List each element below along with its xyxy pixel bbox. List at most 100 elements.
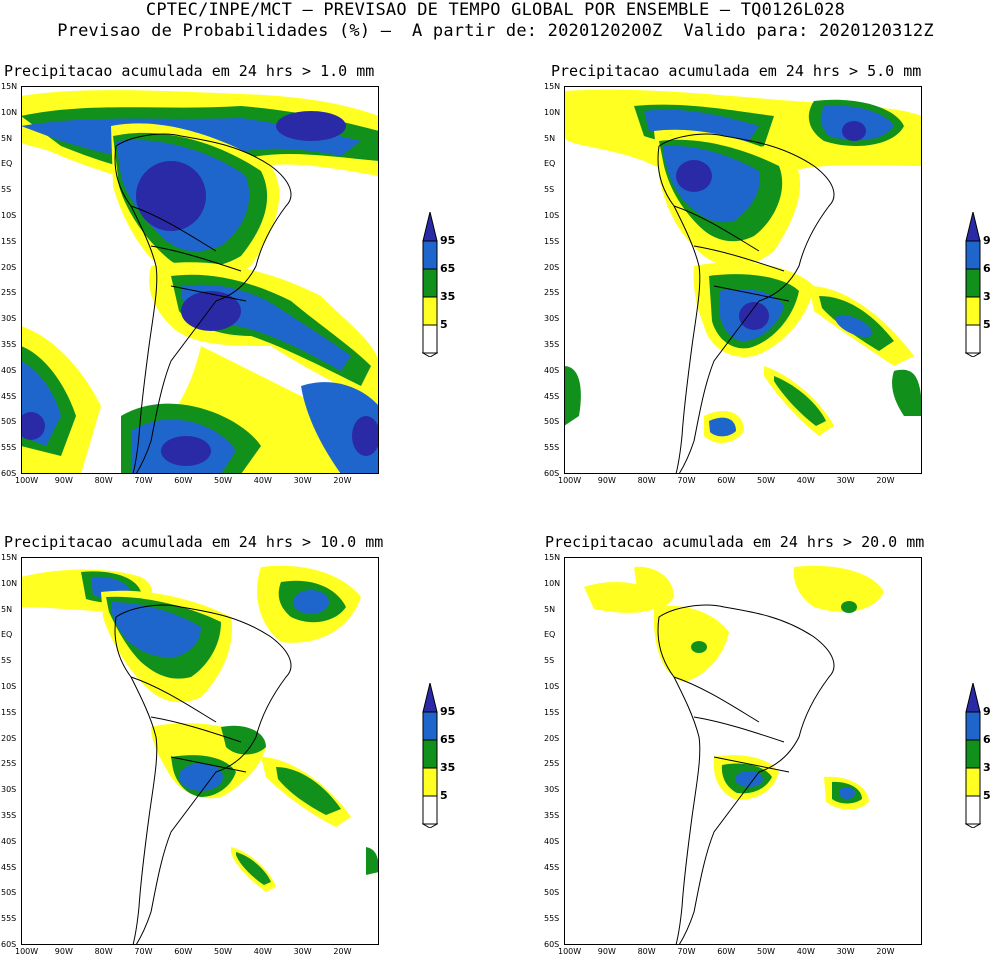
lat-tick-label: 5N — [544, 604, 556, 614]
lon-tick-label: 40W — [796, 476, 815, 485]
lat-tick-label: 30S — [544, 314, 560, 324]
lon-tick-label: 100W — [558, 476, 582, 485]
legend-swatch — [965, 240, 981, 270]
panel-title-5mm: Precipitacao acumulada em 24 hrs > 5.0 m… — [551, 62, 922, 80]
lat-tick-label: 35S — [544, 340, 560, 349]
legend-level-label: 65 — [440, 733, 456, 746]
lat-tick-label: 10N — [544, 107, 561, 117]
lat-tick-label: 15N — [544, 82, 561, 91]
lon-tick-label: 90W — [54, 476, 73, 485]
legend-swatch — [965, 268, 981, 298]
lon-tick-label: 40W — [253, 947, 272, 956]
lat-tick-label: 25S — [1, 288, 17, 298]
lon-tick-label: 70W — [134, 476, 153, 485]
lon-tick-label: 20W — [876, 947, 895, 956]
lat-tick-label: 40S — [1, 836, 17, 846]
lon-tick-label: 40W — [253, 476, 272, 485]
panel-title-10mm: Precipitacao acumulada em 24 hrs > 10.0 … — [4, 533, 384, 551]
lat-tick-label: 10S — [1, 211, 17, 220]
lat-tick-label: 20S — [1, 733, 17, 743]
legend-level-label: 35 — [983, 290, 991, 303]
legend-top-arrow — [965, 683, 981, 713]
legend-swatch — [965, 296, 981, 326]
lat-tick-label: 15S — [1, 707, 17, 717]
lat-tick-label: 25S — [1, 759, 17, 769]
legend-level-label: 35 — [440, 290, 456, 303]
legend-swatch — [422, 711, 438, 741]
legend-swatch — [422, 324, 438, 354]
lat-tick-label: 15N — [544, 553, 561, 562]
panel-title-1mm: Precipitacao acumulada em 24 hrs > 1.0 m… — [4, 62, 375, 80]
map-panel-10mm — [21, 557, 379, 945]
lon-tick-label: 30W — [293, 476, 312, 485]
lon-tick-label: 100W — [15, 947, 39, 956]
legend-level-label: 5 — [983, 789, 991, 802]
legend-bottom-arrow — [965, 352, 981, 357]
lat-tick-label: 5N — [1, 133, 13, 143]
lat-tick-label: 60S — [1, 940, 17, 949]
map-panel-5mm — [564, 86, 922, 474]
lat-tick-label: EQ — [544, 159, 556, 169]
lon-tick-label: 20W — [333, 947, 352, 956]
lon-tick-label: 50W — [214, 947, 233, 956]
legend-swatch — [965, 711, 981, 741]
lat-tick-label: 25S — [544, 288, 560, 298]
lat-tick-label: 40S — [544, 365, 560, 375]
lon-tick-label: 20W — [333, 476, 352, 485]
lat-tick-label: 50S — [1, 417, 17, 427]
lon-tick-label: 30W — [836, 947, 855, 956]
lat-tick-label: 55S — [1, 443, 17, 453]
precip-1mm-shading — [21, 90, 379, 474]
lat-tick-label: 15S — [1, 236, 17, 246]
lat-tick-label: 60S — [1, 469, 17, 478]
lon-tick-label: 100W — [558, 947, 582, 956]
legend-swatch — [965, 795, 981, 825]
lon-tick-label: 60W — [174, 476, 193, 485]
continent-outline — [657, 604, 835, 945]
legend-swatch — [422, 795, 438, 825]
lat-tick-label: 35S — [544, 811, 560, 820]
lat-tick-label: 55S — [544, 914, 560, 924]
legend-bottom-arrow — [422, 823, 438, 828]
lat-tick-label: 35S — [1, 811, 17, 820]
continent-outline — [657, 133, 835, 474]
legend-swatch — [422, 296, 438, 326]
lon-tick-label: 50W — [757, 476, 776, 485]
lon-tick-label: 40W — [796, 947, 815, 956]
legend-level-label: 65 — [440, 262, 456, 275]
lat-tick-label: 5S — [1, 656, 12, 666]
lon-tick-label: 90W — [597, 476, 616, 485]
lon-tick-label: 100W — [15, 476, 39, 485]
continent-outline — [114, 604, 292, 945]
lon-tick-label: 60W — [174, 947, 193, 956]
lat-tick-label: 5S — [544, 656, 555, 666]
legend-10mm: 95 65 35 5 — [422, 683, 482, 828]
legend-swatch — [965, 739, 981, 769]
lat-tick-label: 20S — [544, 262, 560, 272]
lat-tick-label: 5N — [544, 133, 556, 143]
legend-level-label: 5 — [983, 318, 991, 331]
lon-tick-label: 80W — [637, 476, 656, 485]
legend-level-label: 5 — [440, 318, 448, 331]
legend-top-arrow — [422, 212, 438, 242]
lon-tick-label: 70W — [677, 476, 696, 485]
lat-tick-label: 50S — [544, 888, 560, 898]
lon-tick-label: 90W — [597, 947, 616, 956]
figure-title: CPTEC/INPE/MCT — PREVISAO DE TEMPO GLOBA… — [145, 0, 846, 20]
lon-tick-label: 60W — [717, 476, 736, 485]
legend-level-label: 35 — [983, 761, 991, 774]
lat-tick-label: 40S — [544, 836, 560, 846]
lon-tick-label: 20W — [876, 476, 895, 485]
lat-tick-label: 10S — [1, 682, 17, 691]
legend-level-label: 65 — [983, 733, 991, 746]
lon-tick-label: 50W — [757, 947, 776, 956]
lat-tick-label: 45S — [544, 391, 560, 401]
legend-level-label: 35 — [440, 761, 456, 774]
lat-tick-label: 10N — [1, 578, 18, 588]
lat-tick-label: 60S — [544, 940, 560, 949]
legend-level-label: 5 — [440, 789, 448, 802]
lat-tick-label: EQ — [1, 159, 13, 169]
legend-top-arrow — [965, 212, 981, 242]
legend-swatch — [422, 739, 438, 769]
legend-bottom-arrow — [422, 352, 438, 357]
